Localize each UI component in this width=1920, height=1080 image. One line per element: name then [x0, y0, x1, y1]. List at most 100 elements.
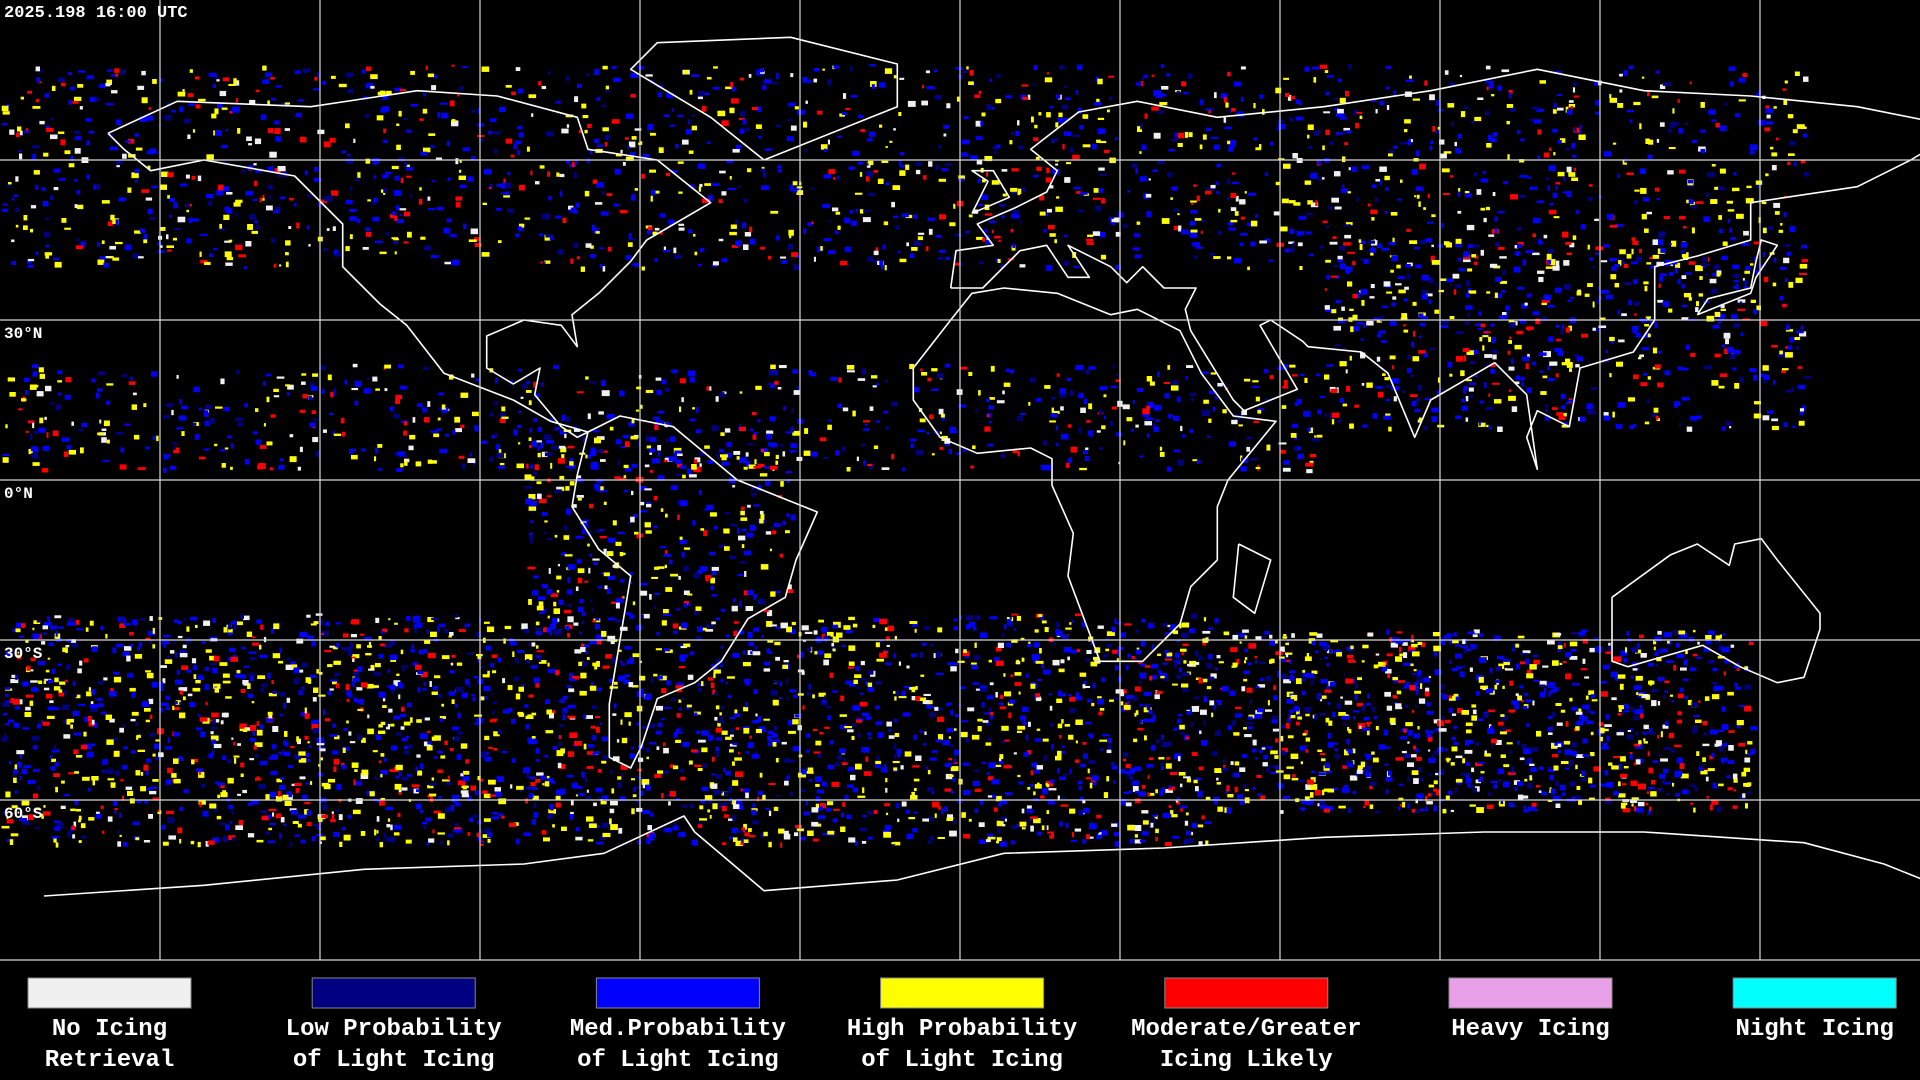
icing-speck	[1210, 673, 1217, 679]
icing-speck	[249, 214, 256, 220]
icing-speck	[908, 817, 916, 820]
icing-speck	[447, 833, 455, 838]
icing-speck	[1430, 754, 1434, 759]
icing-speck	[532, 795, 539, 800]
icing-speck	[1604, 724, 1612, 727]
icing-speck	[700, 730, 709, 736]
icing-speck	[131, 750, 136, 754]
icing-speck	[274, 128, 281, 134]
icing-speck	[1296, 230, 1300, 237]
icing-speck	[1180, 783, 1183, 788]
icing-speck	[1191, 202, 1194, 205]
icing-speck	[1097, 128, 1106, 135]
icing-speck	[1516, 129, 1521, 134]
icing-speck	[215, 781, 219, 785]
icing-speck	[1169, 772, 1177, 775]
icing-speck	[1442, 193, 1451, 196]
icing-speck	[832, 648, 836, 652]
icing-speck	[1063, 647, 1072, 653]
icing-speck	[668, 219, 675, 225]
icing-speck	[1288, 659, 1292, 664]
icing-speck	[1554, 687, 1559, 692]
icing-speck	[249, 758, 255, 761]
icing-speck	[986, 695, 994, 700]
icing-speck	[671, 108, 674, 112]
icing-speck	[431, 777, 435, 781]
icing-speck	[1539, 80, 1546, 84]
icing-speck	[1285, 653, 1289, 658]
icing-speck	[840, 812, 844, 818]
icing-speck	[886, 644, 890, 647]
icing-speck	[25, 694, 34, 698]
icing-speck	[1197, 824, 1204, 828]
icing-speck	[275, 85, 282, 88]
icing-speck	[1654, 636, 1662, 642]
icing-speck	[720, 706, 725, 710]
icing-speck	[823, 659, 829, 666]
icing-speck	[1506, 104, 1514, 108]
icing-speck	[247, 683, 251, 689]
icing-speck	[361, 737, 366, 743]
icing-speck	[368, 668, 375, 671]
icing-speck	[1417, 767, 1423, 773]
icing-speck	[1255, 213, 1258, 218]
icing-speck	[1325, 717, 1330, 723]
icing-speck	[1640, 759, 1644, 763]
icing-speck	[1114, 665, 1119, 671]
icing-speck	[351, 656, 356, 660]
icing-speck	[376, 816, 380, 822]
icing-speck	[533, 812, 539, 818]
icing-speck	[1448, 82, 1456, 87]
icing-speck	[389, 654, 397, 660]
icing-speck	[822, 699, 827, 704]
icing-speck	[1442, 808, 1447, 814]
icing-speck	[761, 635, 764, 638]
icing-speck	[1150, 717, 1156, 722]
icing-speck	[54, 761, 59, 767]
icing-speck	[447, 840, 450, 846]
icing-speck	[1477, 761, 1485, 764]
icing-speck	[519, 223, 522, 228]
icing-speck	[1195, 786, 1199, 792]
icing-speck	[822, 68, 825, 71]
icing-speck	[797, 669, 805, 673]
icing-speck	[380, 797, 385, 801]
icing-speck	[1724, 659, 1729, 664]
icing-speck	[1455, 696, 1461, 701]
icing-speck	[875, 721, 883, 725]
icing-speck	[815, 740, 822, 746]
icing-speck	[1172, 208, 1180, 212]
icing-speck	[1166, 652, 1173, 657]
icing-speck	[1022, 96, 1029, 100]
icing-speck	[443, 629, 449, 633]
icing-speck	[301, 662, 309, 668]
icing-speck	[1047, 831, 1054, 834]
icing-speck	[476, 792, 481, 795]
icing-speck	[1766, 114, 1771, 119]
icing-speck	[669, 791, 676, 797]
icing-speck	[1642, 197, 1650, 202]
icing-speck	[1083, 808, 1088, 813]
icing-speck	[132, 619, 138, 626]
icing-speck	[1261, 745, 1269, 750]
icing-speck	[265, 831, 271, 835]
icing-speck	[454, 827, 462, 831]
icing-speck	[127, 187, 132, 193]
icing-speck	[1066, 162, 1071, 165]
icing-speck	[1692, 629, 1696, 633]
icing-speck	[43, 687, 50, 691]
icing-speck	[1604, 798, 1612, 804]
icing-speck	[1503, 729, 1511, 732]
icing-speck	[242, 680, 249, 685]
icing-speck	[1152, 714, 1156, 719]
icing-speck	[1044, 211, 1048, 217]
icing-speck	[1064, 97, 1071, 101]
icing-speck	[872, 624, 876, 628]
icing-speck	[401, 737, 408, 742]
icing-speck	[210, 663, 217, 666]
icing-speck	[734, 757, 742, 761]
icing-speck	[73, 732, 82, 736]
icing-speck	[680, 804, 688, 808]
icing-speck	[1327, 75, 1334, 78]
icing-speck	[821, 633, 826, 639]
